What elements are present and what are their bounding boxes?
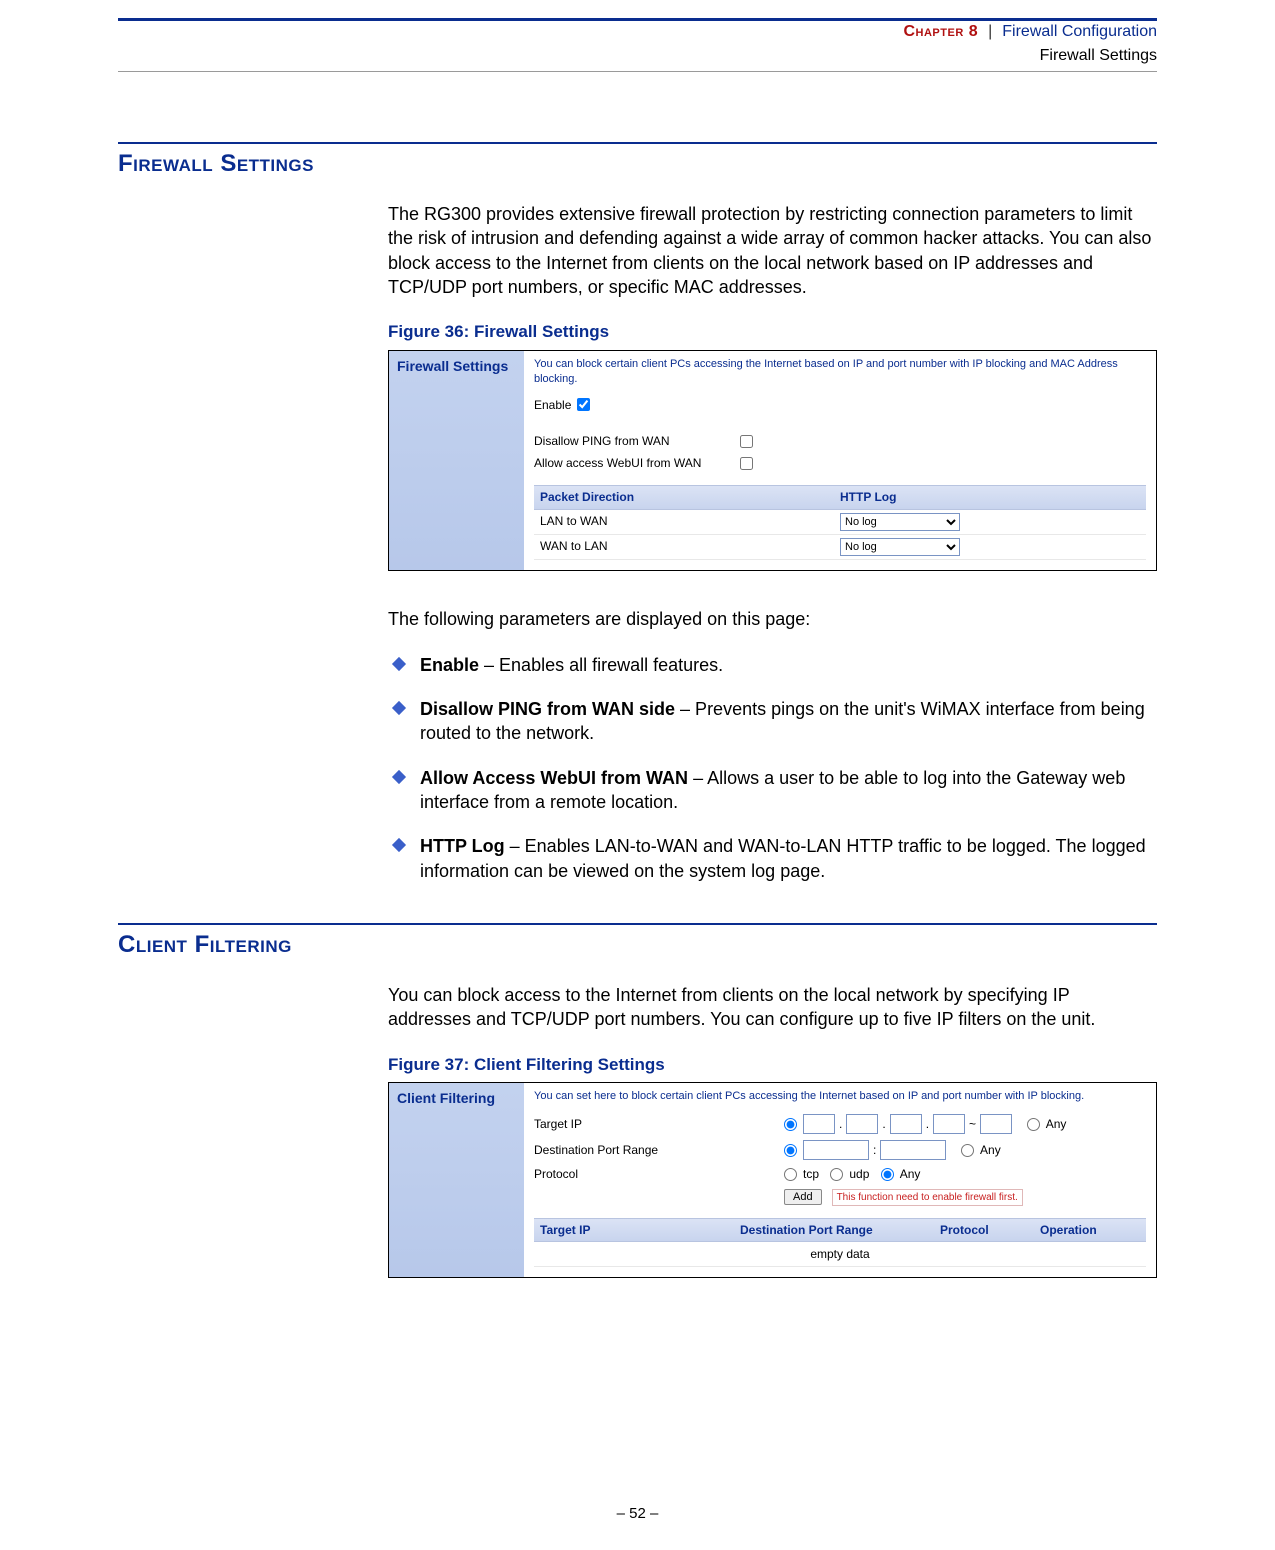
- ip-octet-4[interactable]: [933, 1114, 965, 1134]
- chapter-title: Firewall Configuration: [1002, 23, 1157, 41]
- bullet-label: HTTP Log: [420, 836, 505, 856]
- parameter-list: Enable – Enables all firewall features. …: [388, 653, 1157, 883]
- cell-lan-to-wan: LAN to WAN: [540, 513, 840, 529]
- col-http-log: HTTP Log: [840, 489, 1140, 505]
- port-from[interactable]: [803, 1140, 869, 1160]
- ip-octet-2[interactable]: [846, 1114, 878, 1134]
- screenshot-intro-text: You can set here to block certain client…: [534, 1089, 1146, 1104]
- ip-octet-3[interactable]: [890, 1114, 922, 1134]
- chapter-subtitle: Firewall Settings: [118, 47, 1157, 65]
- screenshot-sidebar-title: Firewall Settings: [389, 351, 524, 569]
- bullet-text: – Enables LAN-to-WAN and WAN-to-LAN HTTP…: [420, 836, 1146, 880]
- lan-to-wan-select[interactable]: No log: [840, 513, 960, 531]
- page-header: Chapter 8 | Firewall Configuration: [118, 21, 1157, 45]
- port-range-label: Destination Port Range: [534, 1142, 784, 1158]
- disallow-ping-checkbox[interactable]: [740, 435, 753, 448]
- col-operation: Operation: [1040, 1222, 1140, 1238]
- protocol-tcp-radio[interactable]: [784, 1168, 797, 1181]
- table-row: LAN to WAN No log: [534, 510, 1146, 535]
- add-button[interactable]: Add: [784, 1189, 822, 1205]
- port-range-any-radio[interactable]: [961, 1144, 974, 1157]
- protocol-label: Protocol: [534, 1166, 784, 1182]
- diamond-icon: [392, 770, 406, 784]
- diamond-icon: [392, 657, 406, 671]
- diamond-icon: [392, 701, 406, 715]
- firewall-warning: This function need to enable firewall fi…: [832, 1189, 1023, 1207]
- list-item: Enable – Enables all firewall features.: [388, 653, 1157, 677]
- page-number: – 52 –: [0, 1505, 1275, 1522]
- any-label: Any: [980, 1142, 1001, 1158]
- list-item: Disallow PING from WAN side – Prevents p…: [388, 697, 1157, 746]
- protocol-any-radio[interactable]: [881, 1168, 894, 1181]
- figure-37-caption: Figure 37: Client Filtering Settings: [388, 1054, 1157, 1077]
- firewall-intro-paragraph: The RG300 provides extensive firewall pr…: [388, 202, 1157, 299]
- ip-octet-1[interactable]: [803, 1114, 835, 1134]
- section-heading-client-filtering: Client Filtering: [118, 931, 1157, 959]
- tcp-label: tcp: [803, 1166, 819, 1182]
- http-log-table-header: Packet Direction HTTP Log: [534, 485, 1146, 509]
- any-label: Any: [900, 1166, 921, 1182]
- disallow-ping-label: Disallow PING from WAN: [534, 433, 734, 449]
- allow-webui-label: Allow access WebUI from WAN: [534, 455, 734, 471]
- header-separator: |: [988, 23, 992, 41]
- chapter-label: Chapter 8: [903, 23, 978, 41]
- col-target-ip: Target IP: [540, 1222, 740, 1238]
- table-row: WAN to LAN No log: [534, 535, 1146, 560]
- empty-data-row: empty data: [534, 1242, 1146, 1267]
- screenshot-intro-text: You can block certain client PCs accessi…: [534, 357, 1146, 387]
- client-filtering-intro: You can block access to the Internet fro…: [388, 983, 1157, 1032]
- port-range-specific-radio[interactable]: [784, 1144, 797, 1157]
- list-item: HTTP Log – Enables LAN-to-WAN and WAN-to…: [388, 834, 1157, 883]
- section-heading-firewall: Firewall Settings: [118, 150, 1157, 178]
- diamond-icon: [392, 838, 406, 852]
- bullet-text: – Enables all firewall features.: [479, 655, 723, 675]
- list-item: Allow Access WebUI from WAN – Allows a u…: [388, 766, 1157, 815]
- protocol-udp-radio[interactable]: [830, 1168, 843, 1181]
- client-filtering-screenshot: Client Filtering You can set here to blo…: [388, 1082, 1157, 1278]
- cell-wan-to-lan: WAN to LAN: [540, 538, 840, 554]
- ip-range-end[interactable]: [980, 1114, 1012, 1134]
- target-ip-specific-radio[interactable]: [784, 1118, 797, 1131]
- udp-label: udp: [849, 1166, 869, 1182]
- enable-label: Enable: [534, 397, 571, 413]
- client-filter-table-header: Target IP Destination Port Range Protoco…: [534, 1218, 1146, 1242]
- bullet-label: Enable: [420, 655, 479, 675]
- firewall-settings-screenshot: Firewall Settings You can block certain …: [388, 350, 1157, 570]
- enable-checkbox[interactable]: [577, 398, 590, 411]
- col-port-range: Destination Port Range: [740, 1222, 940, 1238]
- allow-webui-checkbox[interactable]: [740, 457, 753, 470]
- target-ip-label: Target IP: [534, 1116, 784, 1132]
- bullet-label: Allow Access WebUI from WAN: [420, 768, 688, 788]
- wan-to-lan-select[interactable]: No log: [840, 538, 960, 556]
- figure-36-caption: Figure 36: Firewall Settings: [388, 321, 1157, 344]
- bullet-label: Disallow PING from WAN side: [420, 699, 675, 719]
- screenshot-sidebar-title: Client Filtering: [389, 1083, 524, 1277]
- target-ip-any-radio[interactable]: [1027, 1118, 1040, 1131]
- col-packet-direction: Packet Direction: [540, 489, 840, 505]
- port-to[interactable]: [880, 1140, 946, 1160]
- any-label: Any: [1046, 1116, 1067, 1132]
- parameters-intro: The following parameters are displayed o…: [388, 607, 1157, 631]
- col-protocol: Protocol: [940, 1222, 1040, 1238]
